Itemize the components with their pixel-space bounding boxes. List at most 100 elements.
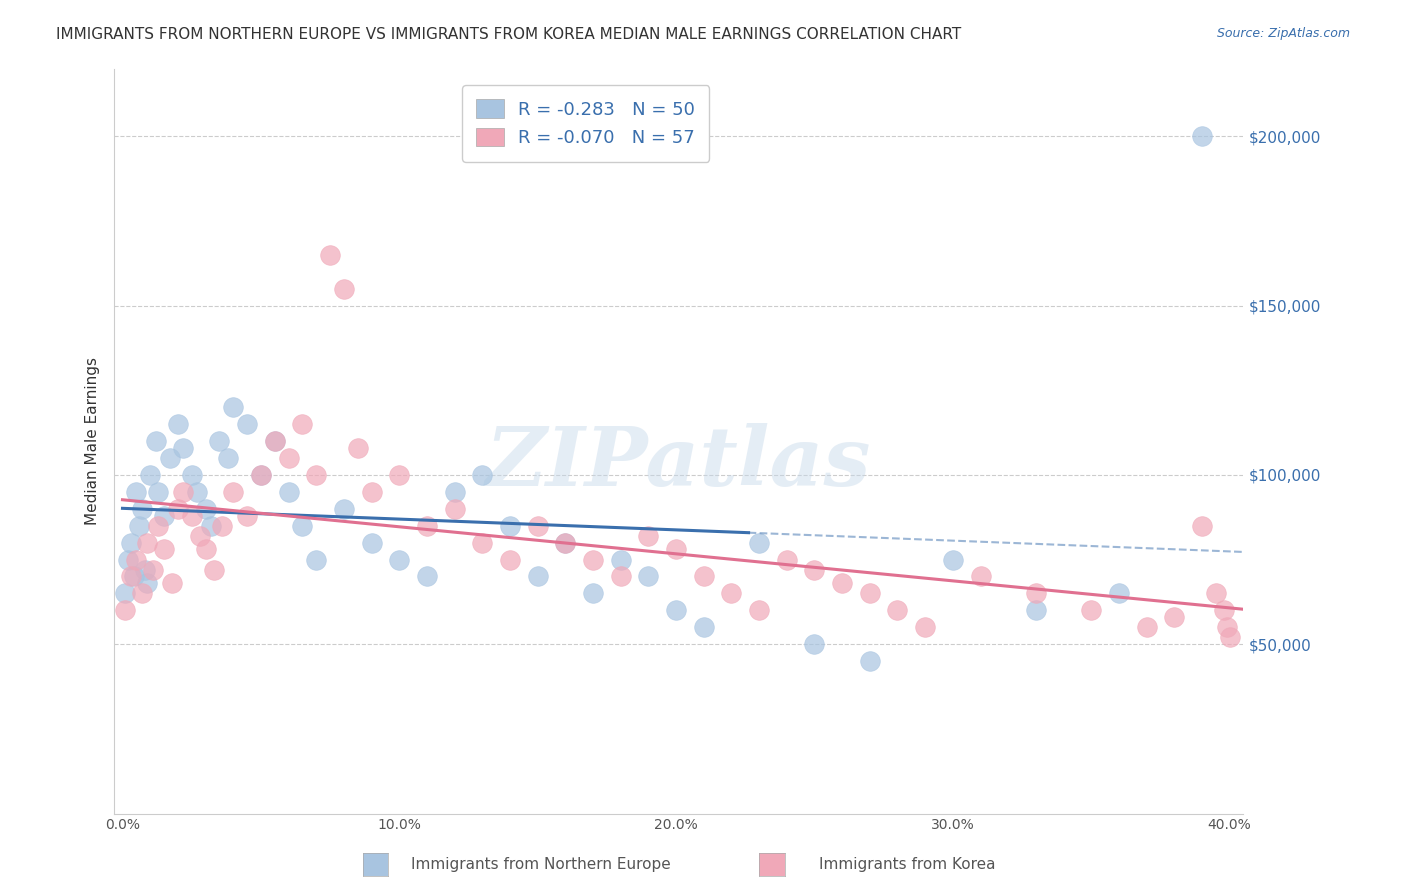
- Point: [139, 467, 162, 482]
- Point: [134, 563, 156, 577]
- Point: [859, 586, 882, 600]
- Point: [1219, 631, 1241, 645]
- Point: [748, 603, 770, 617]
- Point: [582, 586, 605, 600]
- Point: [637, 569, 659, 583]
- Legend: R = -0.283   N = 50, R = -0.070   N = 57: R = -0.283 N = 50, R = -0.070 N = 57: [463, 85, 709, 161]
- Point: [236, 508, 259, 523]
- Text: Immigrants from Korea: Immigrants from Korea: [818, 857, 995, 872]
- Point: [148, 484, 170, 499]
- Point: [142, 563, 165, 577]
- Point: [443, 484, 465, 499]
- Point: [1191, 129, 1213, 144]
- Point: [346, 441, 368, 455]
- Point: [886, 603, 908, 617]
- Point: [319, 248, 342, 262]
- Point: [211, 518, 233, 533]
- Point: [277, 484, 299, 499]
- Point: [333, 501, 356, 516]
- Point: [194, 542, 217, 557]
- Point: [131, 586, 153, 600]
- Text: ZIPatlas: ZIPatlas: [486, 424, 872, 503]
- Point: [526, 518, 548, 533]
- Point: [1213, 603, 1236, 617]
- Point: [186, 484, 208, 499]
- Point: [1025, 586, 1047, 600]
- Point: [305, 552, 328, 566]
- Point: [166, 501, 188, 516]
- Point: [208, 434, 231, 448]
- Point: [914, 620, 936, 634]
- Point: [803, 637, 825, 651]
- Point: [693, 620, 716, 634]
- Point: [443, 501, 465, 516]
- Point: [120, 535, 142, 549]
- Point: [748, 535, 770, 549]
- Point: [180, 467, 202, 482]
- Point: [291, 518, 314, 533]
- Point: [609, 552, 631, 566]
- Point: [582, 552, 605, 566]
- Point: [609, 569, 631, 583]
- Point: [471, 467, 494, 482]
- Point: [125, 552, 148, 566]
- Point: [153, 542, 176, 557]
- Point: [136, 576, 159, 591]
- Point: [250, 467, 273, 482]
- Point: [172, 484, 194, 499]
- Point: [499, 518, 522, 533]
- Point: [153, 508, 176, 523]
- Point: [263, 434, 285, 448]
- Text: Immigrants from Northern Europe: Immigrants from Northern Europe: [412, 857, 671, 872]
- Point: [159, 450, 181, 465]
- Point: [162, 576, 184, 591]
- Point: [831, 576, 853, 591]
- Point: [305, 467, 328, 482]
- Point: [117, 552, 139, 566]
- Point: [637, 529, 659, 543]
- Point: [1216, 620, 1239, 634]
- Point: [291, 417, 314, 431]
- Point: [1191, 518, 1213, 533]
- Point: [1205, 586, 1227, 600]
- Point: [122, 569, 145, 583]
- Point: [665, 542, 688, 557]
- Point: [128, 518, 150, 533]
- Point: [665, 603, 688, 617]
- Point: [217, 450, 239, 465]
- Point: [120, 569, 142, 583]
- Point: [1163, 610, 1185, 624]
- Point: [554, 535, 576, 549]
- Point: [180, 508, 202, 523]
- Point: [188, 529, 211, 543]
- Point: [360, 535, 382, 549]
- Point: [1135, 620, 1157, 634]
- Point: [202, 563, 225, 577]
- Point: [114, 586, 136, 600]
- Y-axis label: Median Male Earnings: Median Male Earnings: [86, 357, 100, 525]
- Point: [194, 501, 217, 516]
- Point: [416, 518, 439, 533]
- Point: [1108, 586, 1130, 600]
- Point: [136, 535, 159, 549]
- Point: [222, 400, 245, 414]
- Point: [776, 552, 799, 566]
- Point: [720, 586, 742, 600]
- Point: [172, 441, 194, 455]
- Point: [1025, 603, 1047, 617]
- Point: [333, 282, 356, 296]
- Point: [388, 552, 411, 566]
- Point: [131, 501, 153, 516]
- Point: [200, 518, 222, 533]
- Point: [148, 518, 170, 533]
- Point: [277, 450, 299, 465]
- Point: [859, 654, 882, 668]
- Text: Source: ZipAtlas.com: Source: ZipAtlas.com: [1216, 27, 1350, 40]
- Point: [250, 467, 273, 482]
- Point: [693, 569, 716, 583]
- Point: [471, 535, 494, 549]
- Point: [263, 434, 285, 448]
- Point: [803, 563, 825, 577]
- Point: [554, 535, 576, 549]
- Point: [526, 569, 548, 583]
